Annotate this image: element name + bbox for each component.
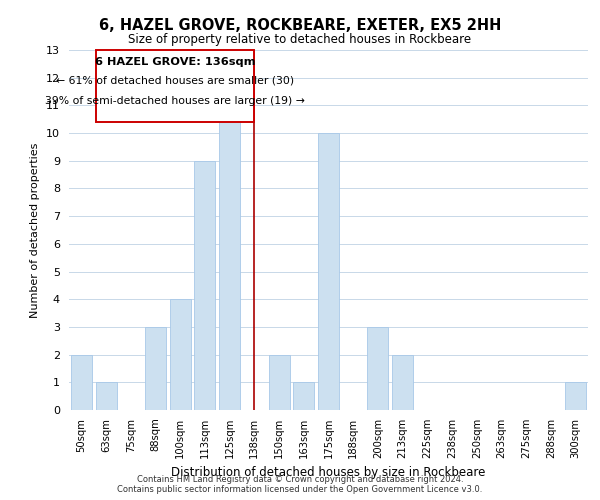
Bar — [95, 382, 116, 410]
Bar — [565, 382, 586, 410]
Bar — [318, 133, 339, 410]
FancyBboxPatch shape — [96, 50, 254, 122]
Bar — [194, 161, 215, 410]
Text: 6, HAZEL GROVE, ROCKBEARE, EXETER, EX5 2HH: 6, HAZEL GROVE, ROCKBEARE, EXETER, EX5 2… — [99, 18, 501, 32]
Text: Contains HM Land Registry data © Crown copyright and database right 2024.: Contains HM Land Registry data © Crown c… — [137, 475, 463, 484]
Bar — [293, 382, 314, 410]
Bar — [269, 354, 290, 410]
Text: Size of property relative to detached houses in Rockbeare: Size of property relative to detached ho… — [128, 32, 472, 46]
Text: Contains public sector information licensed under the Open Government Licence v3: Contains public sector information licen… — [118, 484, 482, 494]
Bar — [170, 299, 191, 410]
Bar — [367, 327, 388, 410]
Y-axis label: Number of detached properties: Number of detached properties — [30, 142, 40, 318]
Bar — [392, 354, 413, 410]
Bar — [219, 106, 240, 410]
Bar — [145, 327, 166, 410]
Text: 39% of semi-detached houses are larger (19) →: 39% of semi-detached houses are larger (… — [46, 96, 305, 106]
Text: 6 HAZEL GROVE: 136sqm: 6 HAZEL GROVE: 136sqm — [95, 58, 256, 68]
Bar — [71, 354, 92, 410]
X-axis label: Distribution of detached houses by size in Rockbeare: Distribution of detached houses by size … — [172, 466, 485, 479]
Text: ← 61% of detached houses are smaller (30): ← 61% of detached houses are smaller (30… — [56, 76, 295, 86]
